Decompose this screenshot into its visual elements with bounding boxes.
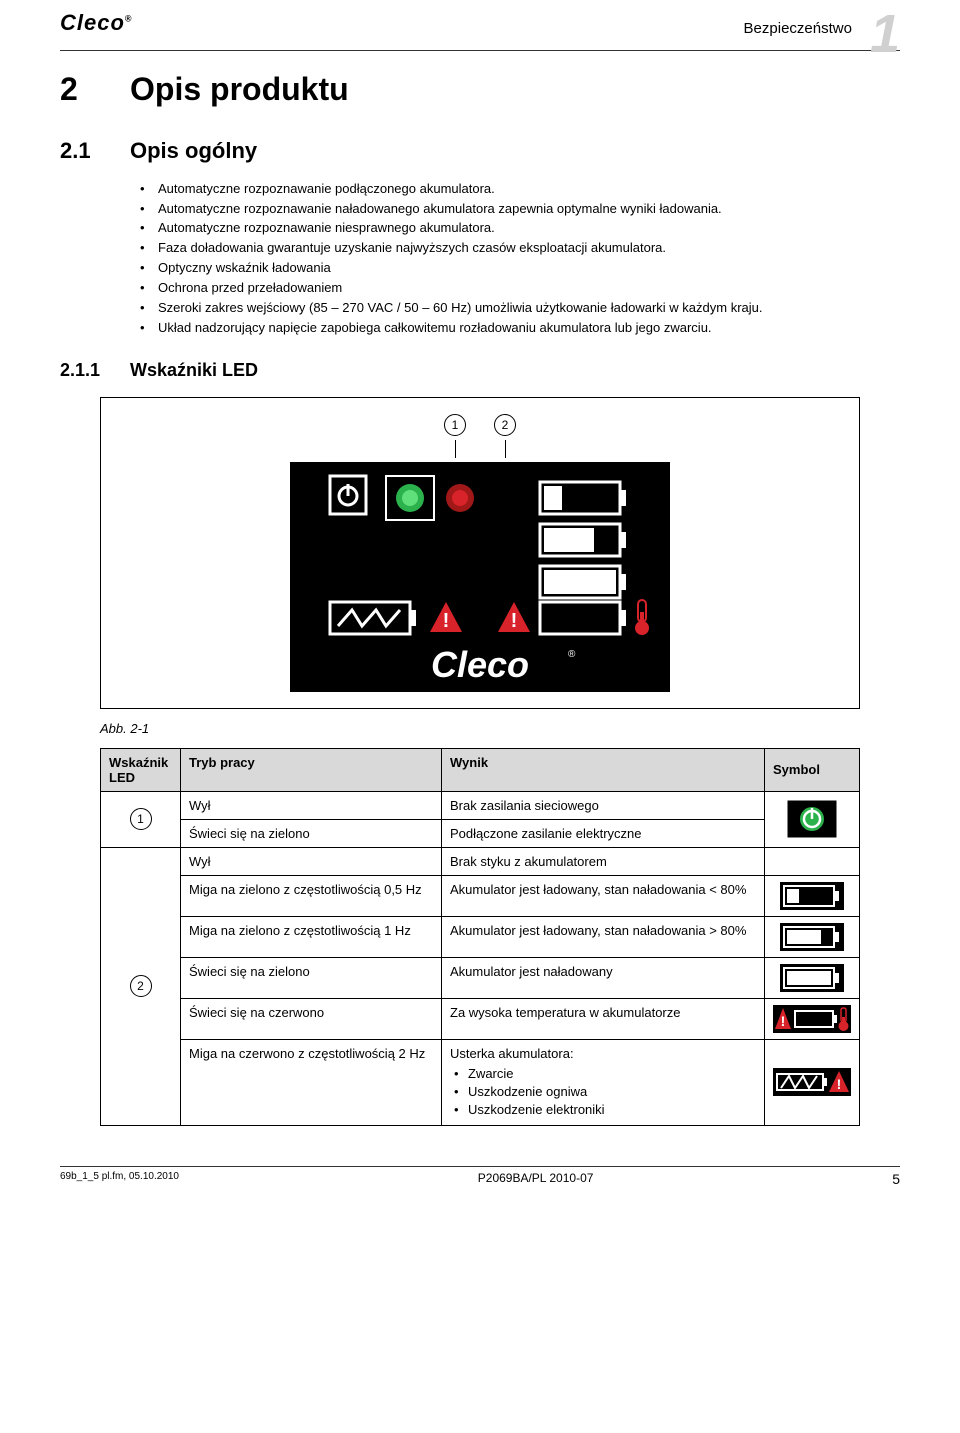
cell-led-1: 1 xyxy=(101,791,181,847)
th-mode: Tryb pracy xyxy=(181,748,442,791)
cell-result: Akumulator jest ładowany, stan naładowan… xyxy=(442,916,765,957)
bullet-item: Szeroki zakres wejściowy (85 – 270 VAC /… xyxy=(140,299,900,318)
bullet-item: Układ nadzorujący napięcie zapobiega cał… xyxy=(140,319,900,338)
cell-result: Brak styku z akumulatorem xyxy=(442,847,765,875)
svg-text:!: ! xyxy=(837,1076,842,1092)
callout-2: 2 xyxy=(494,414,516,436)
h1-num: 2 xyxy=(60,71,130,108)
cell-led-2: 2 xyxy=(101,847,181,1126)
svg-text:®: ® xyxy=(568,649,576,660)
callout-row: 1 2 xyxy=(444,414,516,436)
cell-result: Akumulator jest ładowany, stan naładowan… xyxy=(442,875,765,916)
bullet-item: Faza doładowania gwarantuje uzyskanie na… xyxy=(140,239,900,258)
cell-mode: Świeci się na zielono xyxy=(181,819,442,847)
callout-1: 1 xyxy=(444,414,466,436)
table-row: Miga na zielono z częstotliwością 0,5 Hz… xyxy=(101,875,860,916)
cell-result: Podłączone zasilanie elektryczne xyxy=(442,819,765,847)
cell-mode: Miga na czerwono z częstotliwością 2 Hz xyxy=(181,1039,442,1126)
th-led: Wskaźnik LED xyxy=(101,748,181,791)
h1-text: Opis produktu xyxy=(130,71,349,107)
led-badge-2: 2 xyxy=(130,975,152,997)
overview-bullets: Automatyczne rozpoznawanie podłączonego … xyxy=(60,180,900,338)
bullet-item: Automatyczne rozpoznawanie naładowanego … xyxy=(140,200,900,219)
section-label: Bezpieczeństwo xyxy=(744,20,852,37)
led-badge-1: 1 xyxy=(130,808,152,830)
cell-symbol: ! xyxy=(765,1039,860,1126)
h2-text: Opis ogólny xyxy=(130,138,257,163)
h3-num: 2.1.1 xyxy=(60,360,130,381)
heading-2: 2.1Opis ogólny xyxy=(60,138,900,164)
cell-mode: Wył xyxy=(181,791,442,819)
footer-right: 5 xyxy=(892,1171,900,1187)
table-row: 2 Wył Brak styku z akumulatorem xyxy=(101,847,860,875)
heading-1: 2Opis produktu xyxy=(60,71,900,108)
brand-text: Cleco xyxy=(60,10,125,35)
th-symbol: Symbol xyxy=(765,748,860,791)
footer: 69b_1_5 pl.fm, 05.10.2010 P2069BA/PL 201… xyxy=(60,1166,900,1187)
sub-bullet: Uszkodzenie elektroniki xyxy=(450,1101,756,1119)
figure-caption: Abb. 2-1 xyxy=(100,721,860,736)
bullet-item: Optyczny wskaźnik ładowania xyxy=(140,259,900,278)
bullet-item: Automatyczne rozpoznawanie podłączonego … xyxy=(140,180,900,199)
table-row: Świeci się na zielono Akumulator jest na… xyxy=(101,957,860,998)
cell-symbol xyxy=(765,957,860,998)
cell-result: Usterka akumulatora: Zwarcie Uszkodzenie… xyxy=(442,1039,765,1126)
cell-symbol-empty xyxy=(765,847,860,875)
cell-mode: Świeci się na zielono xyxy=(181,957,442,998)
cell-symbol xyxy=(765,791,860,847)
sub-bullet: Zwarcie xyxy=(450,1065,756,1083)
cell-symbol xyxy=(765,875,860,916)
cell-result: Za wysoka temperatura w akumulatorze xyxy=(442,998,765,1039)
table-row: Świeci się na czerwono Za wysoka tempera… xyxy=(101,998,860,1039)
table-row: Świeci się na zielono Podłączone zasilan… xyxy=(101,819,860,847)
h2-num: 2.1 xyxy=(60,138,130,164)
power-green-icon xyxy=(787,800,837,838)
registered-mark: ® xyxy=(125,14,133,24)
table-row: Miga na czerwono z częstotliwością 2 Hz … xyxy=(101,1039,860,1126)
svg-text:!: ! xyxy=(443,610,450,632)
cell-mode: Wył xyxy=(181,847,442,875)
brand-logo: Cleco® xyxy=(60,10,133,36)
cell-symbol: ! xyxy=(765,998,860,1039)
svg-text:!: ! xyxy=(511,610,518,632)
cell-mode: Miga na zielono z częstotliwością 1 Hz xyxy=(181,916,442,957)
led-table: Wskaźnik LED Tryb pracy Wynik Symbol 1 W… xyxy=(100,748,860,1127)
callout-lines xyxy=(444,440,516,458)
sub-bullet: Uszkodzenie ogniwa xyxy=(450,1083,756,1101)
th-result: Wynik xyxy=(442,748,765,791)
svg-text:Cleco: Cleco xyxy=(431,644,529,685)
fault-sub-bullets: Zwarcie Uszkodzenie ogniwa Uszkodzenie e… xyxy=(450,1065,756,1120)
cell-result-text: Usterka akumulatora: xyxy=(450,1046,574,1061)
header-right: Bezpieczeństwo 1 xyxy=(744,10,900,48)
cell-mode: Miga na zielono z częstotliwością 0,5 Hz xyxy=(181,875,442,916)
chapter-number: 1 xyxy=(870,16,900,54)
figure-box: 1 2 xyxy=(100,397,860,709)
header-bar: Cleco® Bezpieczeństwo 1 xyxy=(60,0,900,51)
footer-left: 69b_1_5 pl.fm, 05.10.2010 xyxy=(60,1171,179,1187)
battery-full-icon xyxy=(780,964,844,992)
battery-high-icon xyxy=(780,923,844,951)
cell-result: Akumulator jest naładowany xyxy=(442,957,765,998)
cell-mode: Świeci się na czerwono xyxy=(181,998,442,1039)
device-panel-figure: ! ! Cleco ® xyxy=(290,462,670,692)
h3-text: Wskaźniki LED xyxy=(130,360,258,380)
bullet-item: Ochrona przed przeładowaniem xyxy=(140,279,900,298)
heading-3: 2.1.1Wskaźniki LED xyxy=(60,360,900,381)
battery-temp-icon: ! xyxy=(773,1005,851,1033)
footer-mid: P2069BA/PL 2010-07 xyxy=(478,1171,594,1187)
svg-text:!: ! xyxy=(781,1013,786,1029)
cell-symbol xyxy=(765,916,860,957)
battery-fault-icon: ! xyxy=(773,1068,851,1096)
table-row: Miga na zielono z częstotliwością 1 Hz A… xyxy=(101,916,860,957)
bullet-item: Automatyczne rozpoznawanie niesprawnego … xyxy=(140,219,900,238)
battery-low-icon xyxy=(780,882,844,910)
cell-result: Brak zasilania sieciowego xyxy=(442,791,765,819)
table-row: 1 Wył Brak zasilania sieciowego xyxy=(101,791,860,819)
